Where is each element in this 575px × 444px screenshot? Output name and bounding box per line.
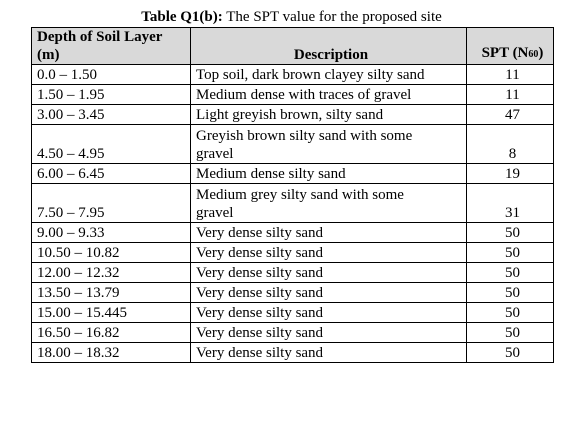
description-line: gravel	[196, 205, 234, 221]
table-body: 0.0 – 1.50 Top soil, dark brown clayey si…	[31, 64, 554, 363]
table-header-row: Depth of Soil Layer (m) Description SPT (…	[31, 27, 554, 65]
spt-cell: 50	[466, 322, 554, 343]
table-row: 6.00 – 6.45 Medium dense silty sand 19	[31, 163, 554, 184]
description-cell: Medium grey silty sand with some gravel	[190, 183, 467, 223]
description-line: Very dense silty sand	[196, 265, 324, 281]
description-cell: Very dense silty sand	[190, 242, 467, 263]
table-row: 13.50 – 13.79 Very dense silty sand 50	[31, 282, 554, 303]
table-row: 4.50 – 4.95 Greyish brown silty sand with…	[31, 124, 554, 164]
depth-cell: 7.50 – 7.95	[31, 183, 191, 223]
description-cell: Greyish brown silty sand with some gravel	[190, 124, 467, 164]
description-line: Greyish brown silty sand with some	[196, 128, 413, 144]
description-cell: Medium dense silty sand	[190, 163, 467, 184]
depth-cell: 15.00 – 15.445	[31, 302, 191, 323]
description-cell: Top soil, dark brown clayey silty sand	[190, 64, 467, 85]
description-line: Very dense silty sand	[196, 245, 324, 261]
depth-cell: 13.50 – 13.79	[31, 282, 191, 303]
table-row: 16.50 – 16.82 Very dense silty sand 50	[31, 322, 554, 343]
spt-cell: 8	[466, 124, 554, 164]
depth-cell: 12.00 – 12.32	[31, 262, 191, 283]
spt-cell: 50	[466, 222, 554, 243]
description-cell: Very dense silty sand	[190, 342, 467, 363]
header-depth: Depth of Soil Layer (m)	[31, 27, 191, 65]
description-line: Very dense silty sand	[196, 285, 324, 301]
spt-cell: 11	[466, 64, 554, 85]
description-cell: Very dense silty sand	[190, 282, 467, 303]
spt-cell: 19	[466, 163, 554, 184]
description-line: Medium dense silty sand	[196, 166, 346, 182]
description-line: Very dense silty sand	[196, 345, 324, 361]
spt-table: Depth of Soil Layer (m) Description SPT (…	[31, 27, 554, 363]
caption-text: The SPT value for the proposed site	[226, 9, 442, 25]
description-cell: Light greyish brown, silty sand	[190, 104, 467, 125]
header-spt: SPT (N60)	[466, 27, 554, 65]
description-line: Medium dense with traces of gravel	[196, 87, 412, 103]
table-row: 1.50 – 1.95 Medium dense with traces of g…	[31, 84, 554, 105]
table-row: 9.00 – 9.33 Very dense silty sand 50	[31, 222, 554, 243]
depth-cell: 9.00 – 9.33	[31, 222, 191, 243]
spt-cell: 50	[466, 302, 554, 323]
spt-cell: 11	[466, 84, 554, 105]
description-cell: Very dense silty sand	[190, 222, 467, 243]
spt-cell: 50	[466, 342, 554, 363]
table-row: 10.50 – 10.82 Very dense silty sand 50	[31, 242, 554, 263]
description-line: Light greyish brown, silty sand	[196, 107, 384, 123]
depth-cell: 0.0 – 1.50	[31, 64, 191, 85]
table-caption: Table Q1(b): The SPT value for the propo…	[31, 8, 552, 26]
description-line: Very dense silty sand	[196, 225, 324, 241]
depth-cell: 16.50 – 16.82	[31, 322, 191, 343]
spt-cell: 50	[466, 262, 554, 283]
header-spt-close: )	[538, 45, 544, 61]
description-line: gravel	[196, 146, 234, 162]
header-spt-subscript: 60	[528, 49, 539, 60]
caption-label: Table Q1(b):	[141, 9, 223, 25]
header-depth-line2: (m)	[37, 47, 60, 63]
table-row: 7.50 – 7.95 Medium grey silty sand with s…	[31, 183, 554, 223]
spt-cell: 47	[466, 104, 554, 125]
depth-cell: 1.50 – 1.95	[31, 84, 191, 105]
description-cell: Very dense silty sand	[190, 302, 467, 323]
spt-cell: 31	[466, 183, 554, 223]
depth-cell: 3.00 – 3.45	[31, 104, 191, 125]
depth-cell: 10.50 – 10.82	[31, 242, 191, 263]
spt-cell: 50	[466, 282, 554, 303]
description-line: Medium grey silty sand with some	[196, 187, 404, 203]
description-cell: Very dense silty sand	[190, 322, 467, 343]
description-line: Top soil, dark brown clayey silty sand	[196, 67, 425, 83]
description-line: Very dense silty sand	[196, 305, 324, 321]
header-depth-line1: Depth of Soil Layer	[37, 29, 163, 45]
header-spt-main: SPT (N	[481, 45, 529, 61]
description-cell: Medium dense with traces of gravel	[190, 84, 467, 105]
table-row: 3.00 – 3.45 Light greyish brown, silty sa…	[31, 104, 554, 125]
depth-cell: 4.50 – 4.95	[31, 124, 191, 164]
description-line: Very dense silty sand	[196, 325, 324, 341]
spt-cell: 50	[466, 242, 554, 263]
table-row: 18.00 – 18.32 Very dense silty sand 50	[31, 342, 554, 363]
depth-cell: 18.00 – 18.32	[31, 342, 191, 363]
header-description: Description	[190, 27, 467, 65]
table-row: 12.00 – 12.32 Very dense silty sand 50	[31, 262, 554, 283]
depth-cell: 6.00 – 6.45	[31, 163, 191, 184]
table-row: 15.00 – 15.445 Very dense silty sand 50	[31, 302, 554, 323]
description-cell: Very dense silty sand	[190, 262, 467, 283]
table-row: 0.0 – 1.50 Top soil, dark brown clayey si…	[31, 64, 554, 85]
